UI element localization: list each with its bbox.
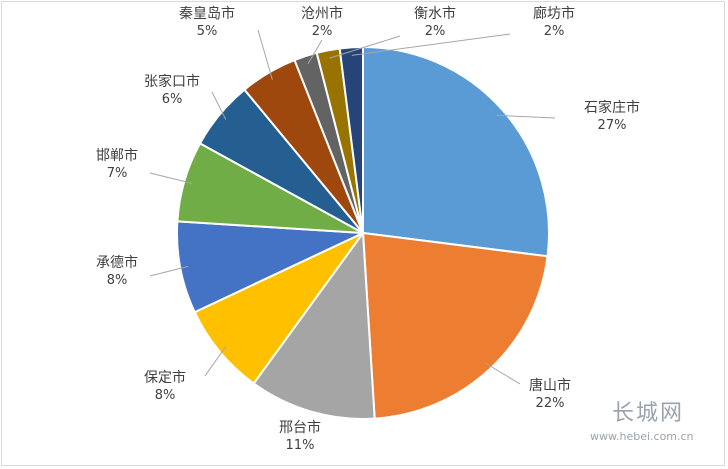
leader-line [211,91,227,120]
leader-lines [149,29,556,385]
slice-label: 唐山市 [529,377,571,394]
slice-percent: 2% [425,24,446,39]
leader-line [351,33,511,56]
slice-labels: 石家庄市 27% 唐山市 22% 邢台市 11% 保定市 8% 承德市 8% 邯郸市 7% 张家口市 6%… [96,5,640,453]
leader-line [149,172,193,184]
slice-label: 石家庄市 [584,99,640,116]
watermark: 长城网 www.hebei.com.cn [590,401,694,443]
slice-label: 邯郸市 [96,147,138,164]
slice-label: 秦皇岛市 [179,5,235,22]
slice-percent: 6% [162,92,183,107]
slice-label: 沧州市 [301,5,343,22]
slice-percent: 2% [544,24,565,39]
leader-line [307,39,323,64]
slice-label: 承德市 [96,254,138,271]
slice-percent: 5% [197,24,218,39]
slice-percent: 11% [286,438,315,453]
slice-percent: 8% [107,273,128,288]
watermark-text: 长城网 [612,401,684,426]
leader-line [149,265,189,277]
slice-label: 张家口市 [144,73,200,90]
leader-line [484,362,521,385]
slice-label: 衡水市 [414,5,456,22]
pie-slice [361,231,549,420]
leader-line [204,346,227,377]
slice-label: 保定市 [144,369,186,386]
slice-percent: 27% [598,118,627,133]
slice-percent: 2% [312,24,333,39]
pie-slices [176,45,550,420]
leader-line [257,29,273,80]
slice-percent: 7% [107,166,128,181]
leader-line [329,35,401,59]
slice-percent: 22% [536,396,565,411]
slice-label: 廊坊市 [533,5,575,22]
pie-slice [338,45,364,234]
watermark-url: www.hebei.com.cn [590,430,694,443]
leader-line [496,114,556,119]
pie-slice [252,230,376,420]
slice-label: 邢台市 [279,419,321,436]
pie-slice [362,45,550,258]
slice-percent: 8% [155,388,176,403]
pie-slice [193,232,364,385]
